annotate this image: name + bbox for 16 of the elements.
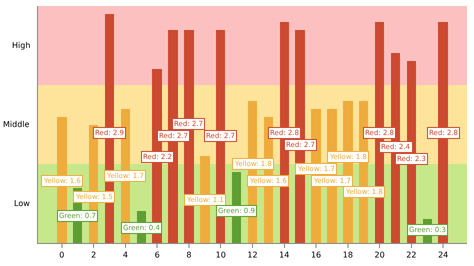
band-label: Middle xyxy=(3,120,30,129)
x-tick-label: 18 xyxy=(342,250,353,260)
x-tick-label: 24 xyxy=(438,250,448,260)
x-tick-label: 4 xyxy=(122,250,128,260)
x-tick-label: 22 xyxy=(406,250,416,260)
x-tick-label: 14 xyxy=(279,250,290,260)
x-tick-label: 6 xyxy=(154,250,160,260)
x-tick-label: 10 xyxy=(216,250,226,260)
band-label: High xyxy=(12,41,30,50)
x-tick-label: 0 xyxy=(59,250,64,260)
x-tick-label: 16 xyxy=(310,250,322,260)
x-tick-label: 8 xyxy=(186,250,192,260)
x-tick-label: 12 xyxy=(247,250,258,260)
band-label: Low xyxy=(14,199,30,208)
x-tick-label: 20 xyxy=(374,250,385,260)
x-tick-label: 2 xyxy=(91,250,96,260)
